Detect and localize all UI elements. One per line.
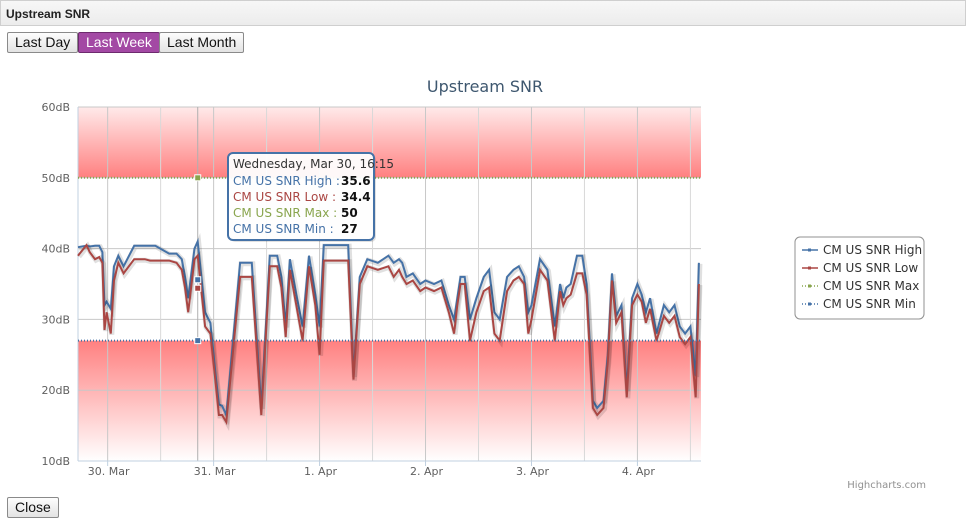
x-tick-label: 1. Apr <box>304 465 337 478</box>
legend-item-label[interactable]: CM US SNR Min <box>823 297 916 311</box>
legend-item-label[interactable]: CM US SNR Low <box>823 261 918 275</box>
x-tick-label: 3. Apr <box>516 465 549 478</box>
tooltip-row-label: CM US SNR Max : <box>233 206 337 220</box>
x-tick-label: 4. Apr <box>622 465 655 478</box>
y-tick-label: 20dB <box>41 384 70 397</box>
close-button[interactable]: Close <box>7 497 59 518</box>
last-month-button[interactable]: Last Month <box>159 32 245 53</box>
series-point <box>194 174 202 182</box>
legend-marker <box>808 302 811 306</box>
plot-band <box>78 340 701 461</box>
y-tick-label: 60dB <box>41 101 70 114</box>
legend-item-label[interactable]: CM US SNR High <box>823 243 922 257</box>
last-week-button[interactable]: Last Week <box>78 32 160 53</box>
legend-box <box>794 236 925 320</box>
dialog-title: Upstream SNR <box>6 7 91 21</box>
series-point <box>194 276 202 284</box>
series-point <box>194 284 202 292</box>
series-point <box>194 337 202 345</box>
tooltip-row-value: 34.4 <box>341 190 371 204</box>
chart-credit[interactable]: Highcharts.com <box>847 480 926 491</box>
tooltip-row-value: 35.6 <box>341 174 371 188</box>
chart-title: Upstream SNR <box>427 77 543 96</box>
y-tick-label: 30dB <box>41 313 70 326</box>
legend-marker <box>808 266 811 270</box>
y-tick-label: 40dB <box>41 243 70 256</box>
plot-band <box>78 107 701 178</box>
series-line <box>77 243 700 426</box>
tooltip-row-label: CM US SNR Min : <box>233 222 334 236</box>
x-tick-label: 31. Mar <box>194 465 236 478</box>
tooltip-box <box>227 152 375 241</box>
tooltip-row-value: 50 <box>341 206 358 220</box>
legend-marker <box>808 248 811 252</box>
dialog-titlebar: Upstream SNR <box>0 0 966 26</box>
last-day-button[interactable]: Last Day <box>7 32 79 53</box>
y-tick-label: 10dB <box>41 455 70 468</box>
tooltip-row-value: 27 <box>341 222 358 236</box>
tooltip-row-label: CM US SNR High : <box>233 174 340 188</box>
y-tick-label: 50dB <box>41 172 70 185</box>
x-tick-label: 2. Apr <box>410 465 443 478</box>
x-tick-label: 30. Mar <box>88 465 130 478</box>
tooltip-header: Wednesday, Mar 30, 16:15 <box>233 157 394 171</box>
tooltip-row-label: CM US SNR Low : <box>233 190 336 204</box>
legend-marker <box>808 284 811 288</box>
legend-item-label[interactable]: CM US SNR Max <box>823 279 919 293</box>
